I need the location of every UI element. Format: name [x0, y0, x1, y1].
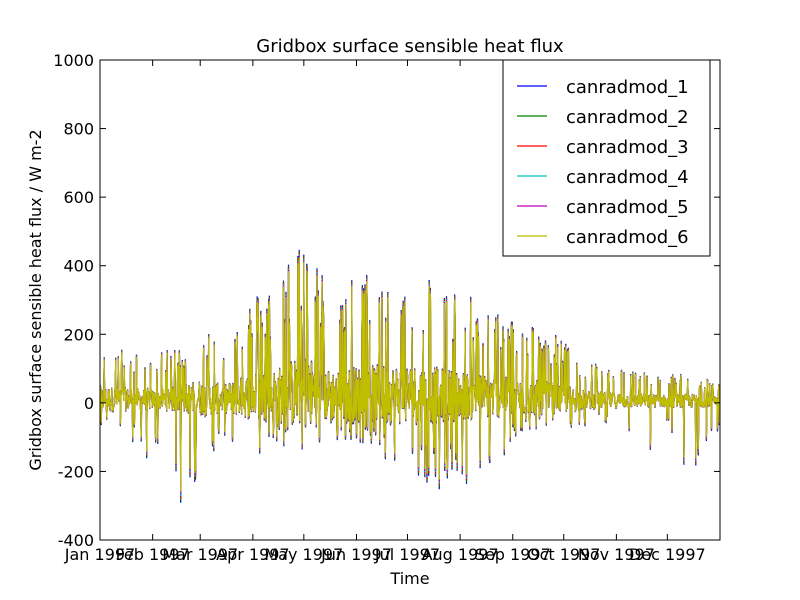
legend-label: canradmod_3 — [566, 137, 689, 158]
legend-label: canradmod_1 — [566, 77, 689, 98]
x-tick-label: Jan 1997 — [64, 545, 135, 564]
series-line-canradmod_6 — [100, 257, 720, 492]
y-tick-label: 1000 — [53, 51, 94, 70]
x-tick-label: Dec 1997 — [629, 545, 706, 564]
x-tick-label: Apr 1997 — [216, 545, 289, 564]
x-tick-label: Jul 1997 — [374, 545, 440, 564]
y-tick-label: 200 — [63, 325, 94, 344]
legend-label: canradmod_2 — [566, 107, 689, 128]
x-tick-label: Oct 1997 — [527, 545, 600, 564]
y-tick-label: 800 — [63, 120, 94, 139]
plot-frame — [99, 59, 721, 541]
x-tick-label: Sep 1997 — [475, 545, 551, 564]
x-tick-label: Jun 1997 — [320, 545, 392, 564]
y-tick-label: 0 — [84, 394, 94, 413]
y-tick-label: 600 — [63, 188, 94, 207]
x-axis-title: Time — [389, 569, 429, 588]
legend-box — [502, 59, 711, 257]
x-tick-label: May 1997 — [264, 545, 343, 564]
legend-label: canradmod_4 — [566, 167, 689, 188]
legend-label: canradmod_6 — [566, 227, 689, 248]
x-tick-label: Nov 1997 — [578, 545, 655, 564]
x-tick-label: Feb 1997 — [116, 545, 190, 564]
y-tick-label: -400 — [58, 531, 94, 550]
legend: canradmod_1 canradmod_2 canradmod_3canradm… — [502, 59, 711, 257]
y-axis: -400 -200 0 200 400 600 800 1000 — [53, 51, 720, 550]
x-tick-label: Aug 1997 — [422, 545, 499, 564]
plot-area — [100, 249, 720, 503]
series-layer — [100, 249, 720, 503]
y-axis-title: Gridbox surface sensible heat flux / W m… — [26, 129, 45, 470]
x-tick-label: Mar 1997 — [162, 545, 238, 564]
legend-label: canradmod_5 — [566, 197, 689, 218]
chart-title: Gridbox surface sensible heat flux — [256, 36, 564, 57]
y-tick-label: -200 — [58, 462, 94, 481]
y-tick-label: 400 — [63, 257, 94, 276]
